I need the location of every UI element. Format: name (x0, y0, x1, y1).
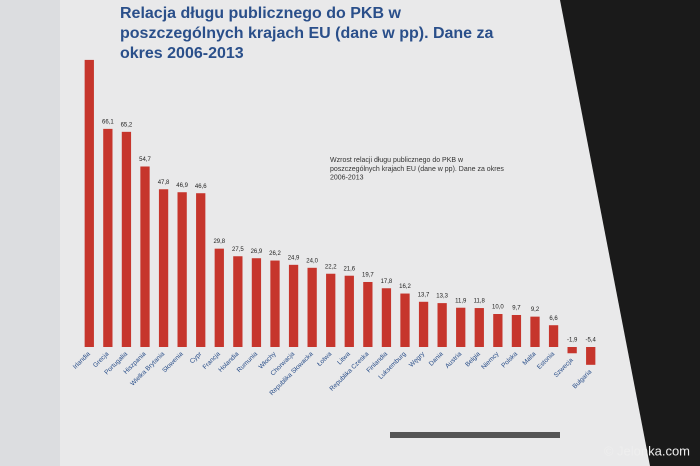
value-label: 6,6 (549, 316, 558, 322)
value-label: 46,6 (195, 184, 207, 190)
value-label: -1,9 (567, 338, 578, 344)
value-label: 16,2 (399, 284, 411, 290)
bar (196, 193, 206, 347)
slide-sidebar (0, 0, 60, 466)
slide-footer-bar (390, 432, 560, 438)
value-label: 54,7 (139, 157, 151, 163)
bar (233, 256, 243, 347)
bar (103, 128, 113, 347)
value-label: 65,2 (121, 122, 133, 128)
projected-slide (0, 0, 650, 466)
bar (363, 281, 373, 347)
value-label: 10,0 (492, 305, 504, 311)
bar (177, 192, 187, 347)
value-label: 9,2 (531, 307, 540, 313)
bar (493, 314, 503, 347)
value-label: 24,0 (306, 258, 318, 264)
value-label: 19,7 (362, 273, 374, 279)
bar (214, 248, 224, 347)
value-label: -5,4 (586, 338, 597, 344)
bar (270, 260, 280, 347)
bar (511, 314, 522, 347)
bar (418, 301, 429, 347)
value-label: 66,1 (102, 119, 114, 125)
bar (288, 264, 299, 347)
value-label: 27,5 (232, 247, 244, 253)
bar (344, 275, 354, 347)
value-label: 11,8 (474, 299, 486, 305)
value-label: 24,9 (288, 255, 300, 261)
watermark: © Jelonka.com (604, 443, 690, 458)
bar (121, 131, 132, 347)
bar (84, 59, 94, 348)
bar (251, 258, 262, 347)
value-label: 46,9 (176, 183, 188, 189)
bar (456, 307, 466, 347)
bar (140, 166, 150, 347)
value-label: 29,8 (213, 239, 225, 245)
value-label: 9,7 (512, 306, 521, 312)
bar (437, 303, 447, 347)
bar (474, 308, 484, 347)
value-label: 26,9 (251, 249, 263, 255)
bar (548, 325, 559, 347)
value-label: 47,8 (158, 180, 170, 186)
value-label: 11,9 (455, 298, 467, 304)
value-label: 13,7 (418, 292, 430, 298)
bar (326, 273, 336, 347)
bar (381, 288, 392, 347)
bar (586, 347, 596, 365)
bar (400, 293, 410, 347)
bar (307, 267, 317, 347)
bar (158, 189, 169, 347)
value-label: 22,2 (325, 264, 337, 270)
bar (567, 347, 577, 354)
value-label: 21,6 (343, 266, 355, 272)
chart-subtitle: Wzrost relacji długu publicznego do PKB … (330, 157, 504, 182)
bar (530, 316, 540, 347)
chart-title: Relacja długu publicznego do PKB w poszcz… (120, 5, 494, 62)
value-label: 17,8 (381, 279, 393, 285)
value-label: 26,2 (269, 251, 281, 257)
value-label: 13,3 (436, 294, 448, 300)
